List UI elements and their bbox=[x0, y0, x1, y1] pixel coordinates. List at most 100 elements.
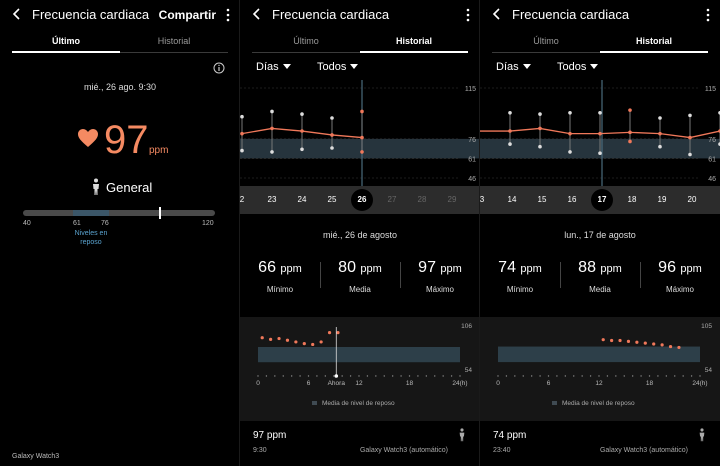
hour-dot bbox=[341, 375, 343, 377]
hour-dot bbox=[640, 375, 642, 377]
hour-dot bbox=[505, 375, 508, 377]
x-tick-label: 18 bbox=[646, 380, 654, 387]
max-point bbox=[270, 109, 274, 114]
day-label[interactable]: 27 bbox=[387, 195, 397, 204]
tab-latest[interactable]: Último bbox=[12, 33, 120, 53]
day-label[interactable]: 15 bbox=[537, 195, 547, 204]
tab-history[interactable]: Historial bbox=[120, 33, 228, 53]
min-point bbox=[538, 144, 542, 149]
day-label[interactable]: 28 bbox=[417, 195, 427, 204]
scale-rest-low-label: 61 bbox=[73, 220, 81, 227]
resting-band bbox=[258, 347, 460, 363]
hour-dot bbox=[434, 375, 436, 377]
stat-label: Mínimo bbox=[506, 285, 534, 294]
stat-unit: ppm bbox=[280, 263, 302, 275]
hour-dot bbox=[598, 375, 600, 377]
day-label[interactable]: 25 bbox=[327, 195, 337, 204]
day-label[interactable]: 3 bbox=[480, 195, 485, 204]
day-label[interactable]: 19 bbox=[657, 195, 667, 204]
more-options-icon[interactable] bbox=[704, 7, 712, 23]
hour-dot bbox=[623, 375, 625, 377]
tab-latest[interactable]: Último bbox=[252, 33, 360, 53]
hourly-point bbox=[277, 336, 281, 341]
x-tick-label: 24(h) bbox=[692, 380, 707, 387]
hourly-point bbox=[302, 342, 306, 346]
record-device: Galaxy Watch3 (automático) bbox=[599, 447, 688, 454]
min-point bbox=[240, 148, 244, 153]
hour-dot bbox=[391, 375, 394, 377]
hourly-point bbox=[269, 337, 273, 341]
header: Frecuencia cardiaca Compartir bbox=[0, 0, 240, 30]
day-label[interactable]: 26 bbox=[357, 195, 367, 204]
type-dropdown[interactable]: Todos bbox=[557, 61, 599, 73]
tab-history[interactable]: Historial bbox=[360, 33, 468, 53]
day-label[interactable]: 16 bbox=[567, 195, 577, 204]
day-label[interactable]: 2 bbox=[712, 195, 720, 204]
header: Frecuencia cardiaca bbox=[240, 0, 480, 30]
history-panel-26-aug: Frecuencia cardiaca Último Historial Día… bbox=[240, 0, 480, 466]
hour-dot bbox=[699, 375, 701, 377]
daily-range-chart[interactable]: 115 76 61 46 bbox=[480, 80, 720, 186]
day-label[interactable]: 29 bbox=[447, 195, 457, 204]
day-label[interactable]: 23 bbox=[267, 195, 277, 204]
max-point bbox=[628, 108, 632, 112]
hour-dot bbox=[265, 375, 268, 377]
hourly-point bbox=[626, 339, 631, 343]
day-label[interactable]: 2 bbox=[240, 195, 245, 204]
daily-range-chart[interactable]: 115 76 61 46 bbox=[240, 80, 480, 186]
hour-dot bbox=[615, 375, 617, 377]
max-point bbox=[300, 112, 304, 116]
hourly-chart[interactable]: 105 54 0 6 12 18 24(h) Media de nivel de reposo bbox=[480, 317, 720, 421]
day-label[interactable]: 20 bbox=[687, 195, 697, 204]
hourly-point bbox=[260, 336, 264, 340]
record-value[interactable]: 97 ppm bbox=[253, 430, 287, 441]
day-label[interactable]: 14 bbox=[507, 195, 517, 204]
min-point bbox=[688, 152, 692, 157]
back-arrow-icon[interactable] bbox=[250, 6, 264, 22]
y-tick-label: 76 bbox=[708, 137, 716, 144]
back-arrow-icon[interactable] bbox=[10, 6, 24, 22]
hourly-point bbox=[327, 331, 332, 335]
day-label[interactable]: 18 bbox=[627, 195, 637, 204]
hourly-point bbox=[336, 331, 340, 335]
more-options-icon[interactable] bbox=[464, 7, 472, 23]
tab-latest[interactable]: Último bbox=[492, 33, 600, 53]
tab-history[interactable]: Historial bbox=[600, 33, 708, 53]
day-selector[interactable]: 3 14 15 16 17 18 19 20 2 bbox=[480, 186, 720, 214]
hour-dot bbox=[282, 375, 284, 377]
day-label[interactable]: 24 bbox=[297, 195, 307, 204]
record-value[interactable]: 74 ppm bbox=[493, 430, 527, 441]
hour-dot bbox=[648, 375, 651, 377]
y-tick-label: 46 bbox=[708, 176, 716, 183]
hour-dot bbox=[497, 375, 499, 377]
max-point bbox=[330, 116, 334, 120]
back-arrow-icon[interactable] bbox=[490, 6, 504, 22]
legend-swatch bbox=[312, 401, 317, 405]
hourly-point bbox=[643, 341, 647, 345]
info-icon[interactable] bbox=[213, 61, 225, 74]
y-tick-label: 105 bbox=[701, 323, 712, 330]
legend-swatch bbox=[552, 401, 557, 405]
type-dropdown-label: Todos bbox=[317, 61, 347, 73]
hour-dot bbox=[657, 375, 659, 377]
day-label[interactable]: 17 bbox=[597, 195, 607, 204]
stat-separator bbox=[400, 262, 401, 288]
more-options-icon[interactable] bbox=[224, 7, 232, 23]
header: Frecuencia cardiaca bbox=[480, 0, 720, 30]
average-point bbox=[300, 129, 304, 133]
resting-band bbox=[240, 138, 480, 159]
period-dropdown[interactable]: Días bbox=[496, 61, 531, 73]
caret-down-icon bbox=[522, 64, 531, 69]
stat-value: 96 bbox=[658, 259, 676, 276]
hour-dot bbox=[349, 375, 352, 377]
day-selector[interactable]: 2232425262728293 bbox=[240, 186, 480, 214]
hour-dot bbox=[358, 375, 360, 377]
type-dropdown-label: Todos bbox=[557, 61, 587, 73]
hour-dot bbox=[450, 375, 453, 377]
type-dropdown[interactable]: Todos bbox=[317, 61, 359, 73]
standing-person-icon bbox=[698, 428, 706, 442]
stat-value: 80 bbox=[338, 259, 356, 276]
share-button[interactable]: Compartir bbox=[158, 8, 216, 22]
period-dropdown[interactable]: Días bbox=[256, 61, 291, 73]
hourly-chart[interactable]: 106 54 0 6 Ahora 12 18 24(h) Media de nivel de r… bbox=[240, 317, 480, 421]
